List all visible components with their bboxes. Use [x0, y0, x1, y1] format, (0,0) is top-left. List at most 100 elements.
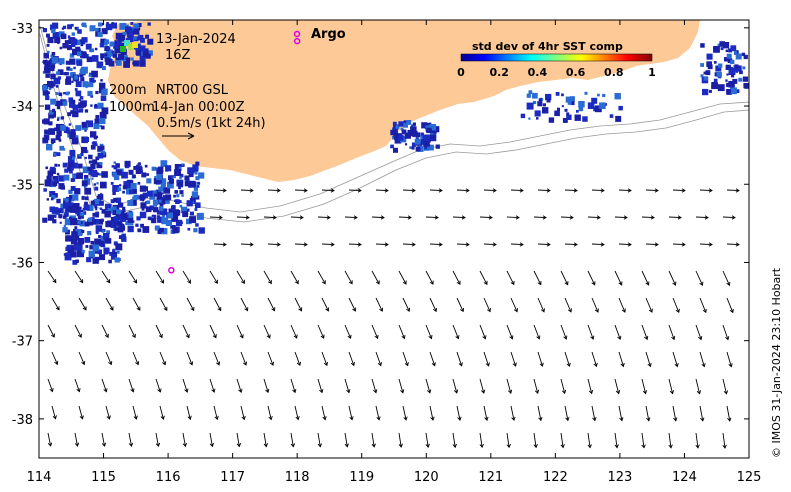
current-vector-head: [465, 242, 470, 247]
current-vector-head: [265, 388, 270, 394]
sst-pixel: [87, 90, 93, 97]
sst-pixel: [149, 193, 156, 200]
sst-pixel: [179, 204, 183, 208]
sst-pixel: [158, 197, 166, 205]
sst-pixel: [397, 134, 404, 141]
current-vector-head: [701, 363, 706, 368]
current-vector-head: [163, 306, 168, 312]
current-vector: [564, 351, 570, 367]
sst-pixel: [597, 93, 600, 97]
sst-pixel: [69, 169, 73, 174]
sst-pixel: [82, 37, 88, 43]
current-vector: [402, 351, 409, 366]
sst-pixel: [117, 187, 122, 192]
current-vector: [51, 405, 56, 419]
current-vector: [182, 270, 191, 284]
current-vector-head: [728, 363, 733, 368]
sst-pixel: [164, 198, 170, 204]
sst-pixel: [88, 250, 95, 257]
sst-pixel: [89, 25, 96, 32]
sst-pixel: [119, 184, 122, 187]
current-vector: [375, 351, 382, 366]
sst-pixel: [62, 100, 68, 106]
current-vector: [344, 432, 348, 447]
sst-pixel: [59, 46, 63, 50]
current-vector-head: [479, 443, 484, 449]
current-vector-head: [294, 280, 299, 285]
sst-pixel: [52, 32, 60, 39]
current-vector-head: [621, 308, 626, 313]
sst-pixel: [420, 132, 424, 136]
sst-pixel: [126, 30, 134, 38]
current-vector-head: [590, 335, 595, 340]
current-vector-head: [190, 306, 195, 312]
current-vector: [290, 432, 294, 447]
current-vector: [587, 324, 594, 340]
sst-pixel: [145, 34, 149, 39]
current-vector: [483, 243, 497, 246]
sst-pixel: [96, 182, 99, 185]
current-vector: [128, 324, 136, 338]
current-vector: [371, 432, 375, 447]
sst-pixel: [90, 169, 98, 177]
sst-pixel: [591, 97, 598, 104]
sst-pixel: [112, 172, 118, 177]
current-vector-head: [699, 281, 704, 286]
sst-pixel: [91, 177, 94, 180]
current-vector: [645, 297, 653, 313]
current-vector: [695, 270, 703, 286]
sst-pixel: [715, 65, 722, 72]
sst-pixel: [100, 38, 107, 45]
sst-pixel: [75, 125, 82, 131]
sst-pixel: [719, 41, 725, 47]
sst-pixel: [74, 235, 80, 241]
current-vector: [371, 378, 377, 393]
current-vector: [236, 270, 245, 284]
current-vector-head: [596, 215, 601, 220]
current-vector-head: [348, 280, 353, 285]
sst-pixel: [423, 140, 430, 147]
sst-pixel: [71, 32, 75, 36]
sst-pixel: [566, 114, 572, 120]
sst-pixel: [101, 171, 108, 178]
sst-pixel: [113, 165, 118, 170]
sst-pixel: [63, 174, 70, 181]
current-vector-head: [322, 416, 327, 421]
current-vector: [614, 216, 628, 219]
current-vector-head: [295, 416, 300, 421]
current-vector-head: [533, 444, 538, 449]
current-vector: [587, 432, 591, 448]
sst-pixel: [51, 57, 59, 64]
sst-pixel: [42, 90, 49, 96]
current-vector: [186, 297, 195, 311]
sst-pixel: [77, 216, 82, 220]
sst-pixel: [74, 173, 80, 179]
sst-pixel: [133, 166, 138, 170]
current-vector-head: [133, 415, 138, 420]
current-vector-head: [620, 362, 625, 368]
sst-pixel: [144, 193, 148, 197]
current-vector-head: [384, 188, 389, 193]
sst-pixel: [738, 77, 743, 82]
current-vector-head: [492, 188, 497, 193]
current-vector-head: [592, 417, 597, 422]
sst-pixel: [69, 68, 73, 72]
sst-pixel: [52, 181, 58, 187]
sst-pixel: [105, 203, 111, 210]
sst-pixel: [71, 137, 79, 145]
current-vector-head: [398, 443, 403, 448]
current-vector: [128, 432, 132, 447]
sst-pixel: [106, 46, 111, 51]
sst-pixel: [717, 43, 721, 47]
current-vector: [645, 351, 651, 367]
analysis-time-label: 14-Jan 00:00Z: [152, 100, 245, 115]
sst-pixel: [57, 76, 61, 80]
current-vector: [321, 189, 335, 192]
current-vector-head: [431, 362, 436, 367]
sst-pixel: [728, 48, 733, 53]
sst-pixel: [77, 163, 83, 169]
sst-pixel: [726, 73, 729, 76]
current-vector-head: [483, 280, 488, 286]
sst-pixel: [122, 190, 125, 194]
sst-pixel: [128, 44, 134, 50]
